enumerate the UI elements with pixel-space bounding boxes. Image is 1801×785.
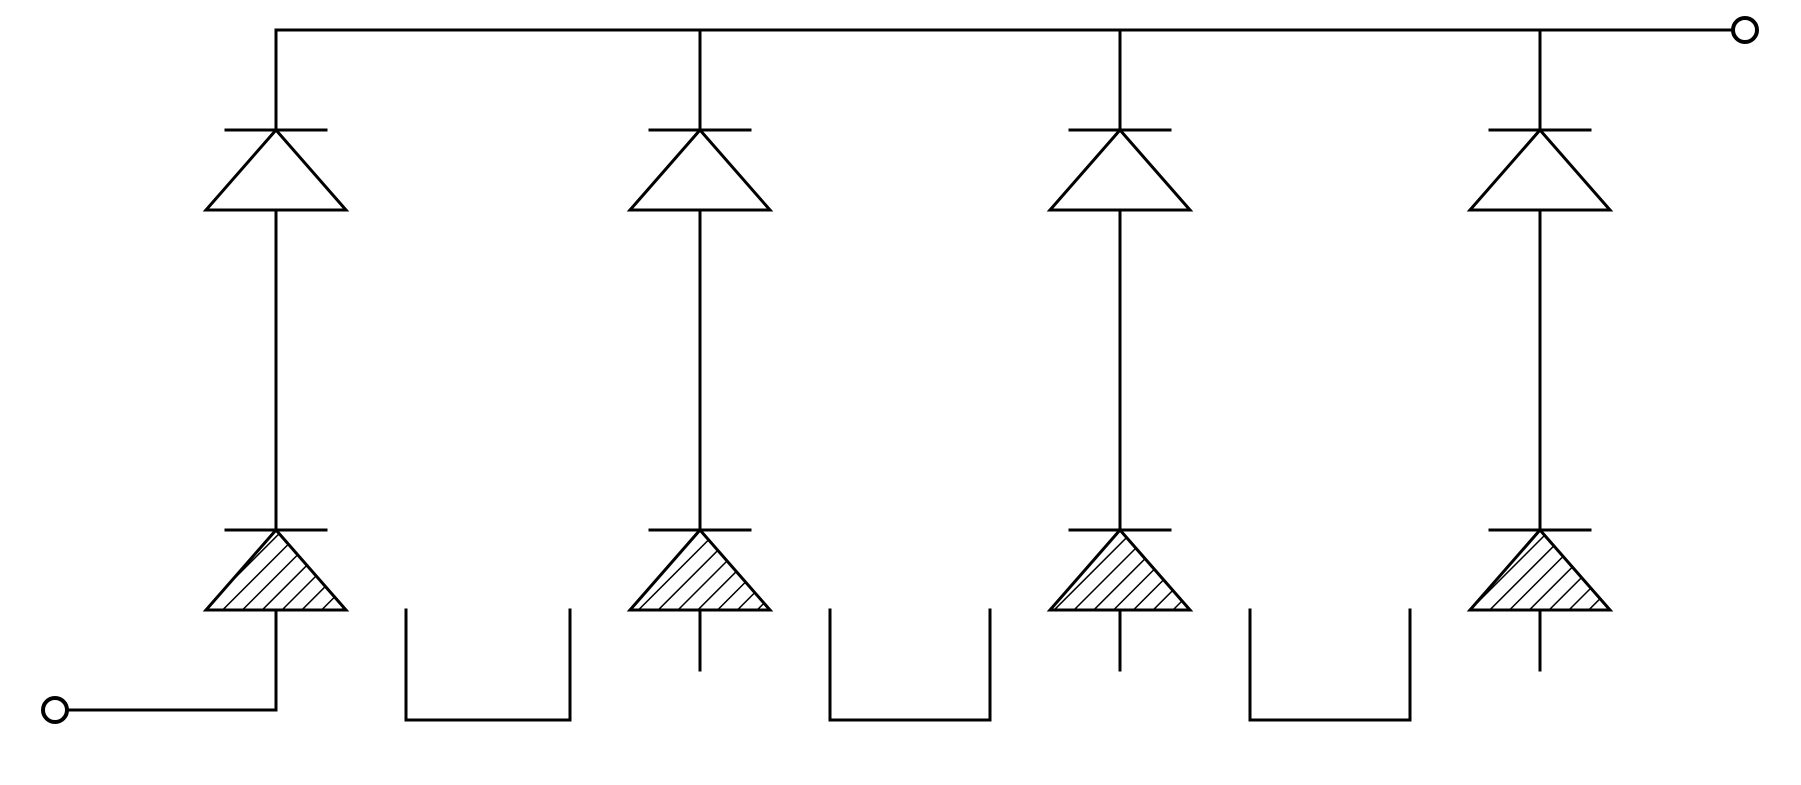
terminal-left [43,698,67,722]
diode-upper-2-triangle [1050,130,1190,210]
diode-lower-2-triangle [1050,530,1190,610]
terminal-right [1733,18,1757,42]
diode-lower-1-triangle [630,530,770,610]
diode-upper-1-triangle [630,130,770,210]
diode-lower-3-triangle [1470,530,1610,610]
diode-upper-0-triangle [206,130,346,210]
diode-lower-0-triangle [206,530,346,610]
diode-upper-3-triangle [1470,130,1610,210]
circuit-diagram [0,0,1801,785]
